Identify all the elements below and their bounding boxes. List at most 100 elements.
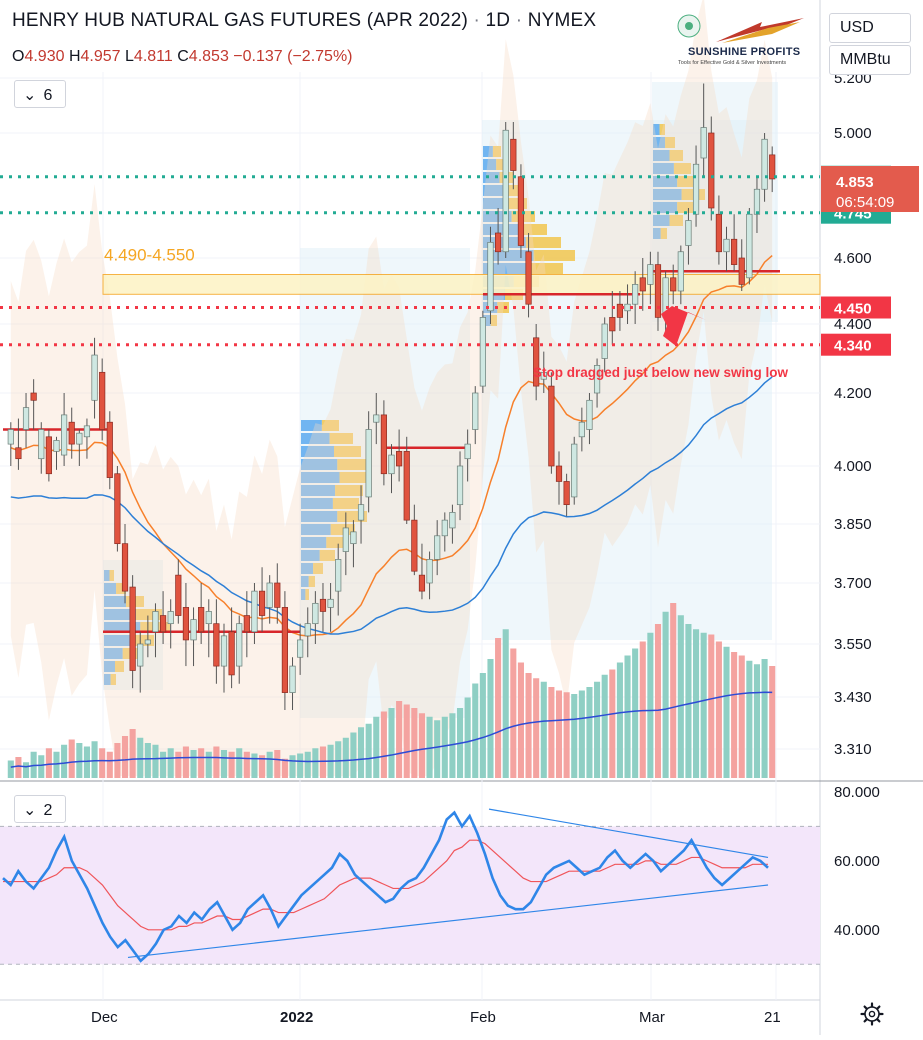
price-tick-label: 3.430 — [834, 689, 872, 706]
candle — [198, 583, 205, 644]
volume-bar — [182, 746, 189, 778]
gear-icon — [860, 1002, 884, 1026]
volume-profile-bar — [337, 511, 367, 522]
volume-bar — [411, 708, 418, 778]
candle — [396, 429, 403, 482]
volume-profile-bar — [673, 163, 691, 174]
candle-body — [692, 163, 700, 215]
volume-bar — [761, 659, 768, 778]
rsi-indicators-toggle[interactable]: ⌄ 2 — [14, 795, 66, 823]
candle-body — [746, 213, 753, 279]
rsi-ma-line — [3, 839, 768, 931]
volume-profile-bar — [301, 472, 340, 483]
candle — [83, 418, 91, 459]
volume-profile-bar — [533, 250, 575, 261]
volume-profile-bar — [483, 250, 534, 261]
candle-body — [350, 531, 357, 545]
volume-profile-bar — [653, 163, 674, 174]
volume-bar — [53, 751, 60, 778]
volume-profile-bar — [104, 609, 136, 620]
volume-profile-bar — [109, 570, 114, 581]
candle-body — [654, 264, 662, 318]
volume-profile-bar — [669, 215, 683, 226]
volume-bar — [700, 632, 707, 778]
volume-bar — [213, 746, 220, 778]
volume-bar — [396, 701, 403, 778]
candle-body — [723, 238, 730, 253]
symbol-header[interactable]: HENRY HUB NATURAL GAS FUTURES (APR 2022)… — [12, 10, 596, 32]
candle-body — [38, 429, 45, 460]
rsi-support-trendline — [127, 884, 769, 959]
candle — [327, 583, 334, 632]
volume-bar — [83, 746, 90, 778]
candle-body — [365, 429, 372, 498]
candle-body — [753, 188, 761, 215]
volume-profile-bar — [104, 570, 110, 581]
volume-bar — [571, 694, 578, 778]
unit-label: MMBtu — [840, 51, 891, 68]
candle — [654, 251, 662, 331]
rsi-line — [2, 810, 769, 963]
volume-bar — [769, 666, 776, 778]
low-value: 4.811 — [133, 48, 173, 65]
candle — [746, 208, 753, 285]
unit-select[interactable]: MMBtu — [829, 45, 911, 75]
candle-body — [297, 639, 304, 658]
volume-bar — [426, 716, 433, 778]
settings-button[interactable] — [858, 1000, 886, 1028]
volume-profile-bar — [301, 550, 320, 561]
volume-bar — [715, 641, 722, 778]
volume-bar — [304, 751, 311, 778]
volume-bar — [38, 755, 45, 778]
time-tick-label: Dec — [91, 1009, 118, 1026]
candle-body — [677, 251, 684, 292]
candle-body — [121, 543, 129, 592]
volume-bar — [548, 687, 555, 778]
candle-body — [76, 432, 83, 445]
time-tick-label: 2022 — [280, 1009, 313, 1026]
candle — [411, 504, 418, 576]
candle-body — [495, 232, 502, 253]
volume-profile-bar — [301, 524, 331, 535]
volume-profile-bar — [301, 537, 327, 548]
volume-bar — [357, 727, 365, 778]
volume-profile-bar — [104, 674, 111, 685]
volume-profile-bar — [677, 176, 697, 187]
volume-bar — [746, 660, 753, 778]
high-value: 4.957 — [80, 48, 121, 65]
candle — [251, 583, 258, 644]
volume-bar — [274, 750, 281, 778]
main-indicators-toggle[interactable]: ⌄ 6 — [14, 80, 66, 108]
volume-profile-bar — [653, 150, 670, 161]
candle — [76, 429, 83, 466]
volume-profile-bar — [653, 215, 670, 226]
candle-body — [555, 465, 563, 482]
candle-body — [251, 590, 258, 633]
volume-bar — [594, 681, 601, 778]
candle-body — [274, 582, 281, 608]
candle — [533, 324, 540, 401]
volume-profile-bar — [329, 433, 353, 444]
volume-bar — [61, 744, 68, 778]
volume-profile-bar — [301, 446, 334, 457]
volume-bar — [365, 723, 372, 778]
candle-body — [464, 443, 471, 460]
candle-body — [312, 602, 319, 625]
candle-body — [15, 447, 22, 460]
volume-bar — [563, 692, 570, 778]
volume-profile-bar — [665, 137, 675, 148]
candle-body — [236, 623, 243, 667]
candle — [319, 583, 327, 632]
volume-profile-bar — [669, 150, 683, 161]
open-label: O — [12, 48, 25, 65]
volume-profile-bar — [313, 563, 323, 574]
candle-body — [761, 138, 768, 190]
exchange-label: NYMEX — [527, 10, 597, 31]
volume-profile-bar — [319, 550, 335, 561]
candle — [274, 563, 281, 624]
logo-name: SUNSHINE PROFITS — [688, 46, 801, 58]
ema-slow-line — [10, 376, 773, 635]
currency-select[interactable]: USD — [829, 13, 911, 43]
volume-bar — [190, 750, 197, 778]
